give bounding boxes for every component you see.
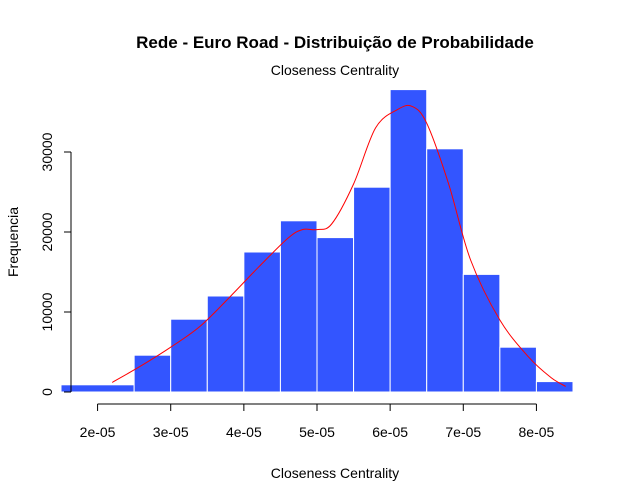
chart-title: Rede - Euro Road - Distribuição de Proba… [136, 33, 534, 52]
y-tick-label: 20000 [39, 212, 55, 251]
y-axis-label: Frequencia [5, 207, 21, 277]
histogram-bar [170, 318, 208, 393]
y-tick-label: 0 [39, 388, 55, 396]
chart-subtitle: Closeness Centrality [271, 62, 399, 78]
x-tick-label: 8e-05 [519, 424, 555, 440]
y-tick-label: 10000 [39, 292, 55, 331]
histogram-bar [389, 89, 428, 393]
x-axis: 2e-05 3e-05 4e-05 5e-05 6e-05 7e-05 8e-05 [80, 403, 555, 440]
histogram-bar [462, 273, 501, 393]
histogram-bar [499, 346, 537, 393]
density-curve [111, 104, 566, 387]
x-tick-label: 2e-05 [80, 424, 116, 440]
histogram-bar [60, 384, 135, 393]
histogram-bar [535, 381, 574, 393]
histogram-bar [206, 295, 245, 393]
y-axis: 0 10000 20000 30000 [39, 132, 72, 396]
histogram-bar [133, 354, 172, 393]
bars-group [60, 89, 574, 393]
histogram-bar [316, 237, 355, 393]
x-tick-label: 5e-05 [299, 424, 335, 440]
y-tick-label: 30000 [39, 132, 55, 171]
x-tick-label: 6e-05 [372, 424, 408, 440]
histogram-bar [426, 148, 464, 393]
x-axis-label: Closeness Centrality [271, 465, 399, 481]
histogram-bar [279, 220, 318, 393]
histogram-bar [243, 251, 281, 393]
x-tick-label: 4e-05 [226, 424, 262, 440]
histogram-bar [353, 186, 391, 393]
x-tick-label: 7e-05 [445, 424, 481, 440]
x-tick-label: 3e-05 [153, 424, 189, 440]
